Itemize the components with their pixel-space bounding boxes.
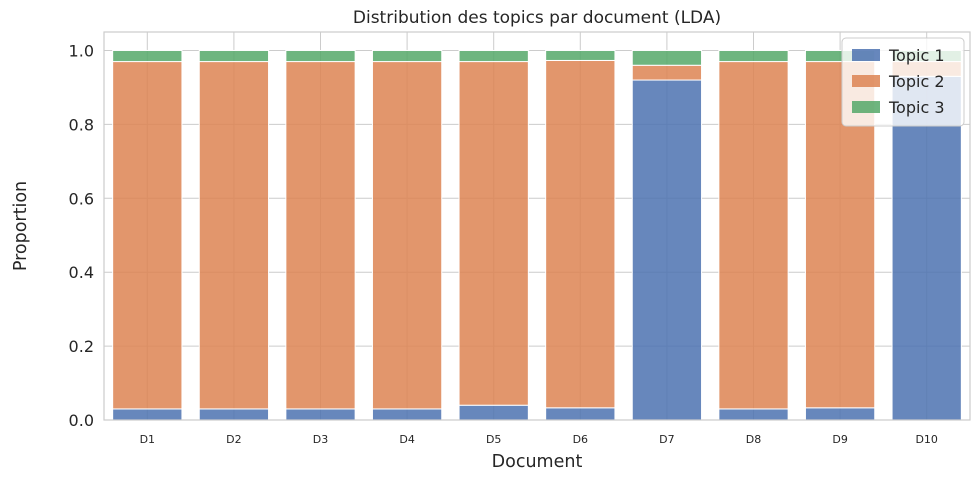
bar-d10-topic-1 (891, 75, 962, 421)
y-tick-label: 1.0 (69, 41, 94, 60)
x-tick-label: D1 (140, 433, 155, 446)
bar-d5-topic-1 (458, 404, 529, 421)
bars (112, 49, 962, 421)
legend-swatch-topic-3 (852, 101, 880, 113)
bar-d8-topic-3 (718, 49, 789, 63)
bar-d3-topic-1 (285, 408, 356, 421)
bar-d1-topic-2 (112, 61, 183, 410)
bar-d6-topic-1 (545, 407, 616, 421)
x-tick-label: D5 (486, 433, 501, 446)
x-tick-label: D7 (659, 433, 674, 446)
x-tick-label: D2 (226, 433, 241, 446)
y-tick-label: 0.0 (69, 411, 94, 430)
legend-swatch-topic-2 (852, 75, 880, 87)
legend: Topic 1 Topic 2 Topic 3 (841, 37, 965, 127)
x-tick-label: D3 (313, 433, 328, 446)
x-tick-label: D4 (399, 433, 414, 446)
y-axis-label: Proportion (11, 181, 31, 271)
x-tick-label: D9 (832, 433, 847, 446)
y-tick-labels: 0.0 0.2 0.4 0.6 0.8 1.0 (69, 41, 94, 430)
axes-border (103, 31, 971, 421)
bar-d3-topic-2 (285, 61, 356, 410)
bar-d2-topic-2 (198, 61, 270, 410)
legend-swatch-topic-1 (852, 49, 880, 61)
bar-d5-topic-2 (458, 61, 529, 406)
bar-d6-topic-3 (545, 49, 616, 61)
bar-d8-topic-1 (718, 408, 789, 421)
bar-d4-topic-1 (371, 408, 443, 421)
bar-d7-topic-1 (631, 79, 703, 421)
bar-d2-topic-3 (198, 49, 270, 63)
chart-title: Distribution des topics par document (LD… (353, 8, 721, 28)
bar-d1-topic-1 (112, 408, 183, 421)
bar-d8-topic-2 (718, 61, 789, 410)
y-tick-label: 0.4 (69, 263, 94, 282)
x-tick-labels: D1 D2 D3 D4 D5 D6 D7 D8 D9 D10 (140, 433, 938, 446)
bar-d2-topic-1 (198, 408, 270, 421)
y-tick-label: 0.6 (69, 189, 94, 208)
x-tick-label: D8 (746, 433, 761, 446)
legend-label-topic-1: Topic 1 (888, 46, 945, 65)
bar-d7-topic-2 (631, 64, 703, 81)
legend-label-topic-3: Topic 3 (888, 98, 945, 117)
bar-d9-topic-1 (804, 407, 876, 421)
x-axis-label: Document (492, 452, 583, 472)
legend-label-topic-2: Topic 2 (888, 72, 945, 91)
bar-d4-topic-2 (371, 61, 443, 410)
bar-d5-topic-3 (458, 49, 529, 63)
bar-d6-topic-2 (545, 59, 616, 409)
bar-d7-topic-3 (631, 49, 703, 66)
y-tick-label: 0.2 (69, 337, 94, 356)
axes-frame (103, 31, 971, 421)
y-tick-label: 0.8 (69, 115, 94, 134)
bar-d4-topic-3 (371, 49, 443, 63)
bar-d3-topic-3 (285, 49, 356, 63)
bar-d1-topic-3 (112, 49, 183, 63)
x-tick-label: D10 (915, 433, 937, 446)
x-tick-label: D6 (573, 433, 588, 446)
